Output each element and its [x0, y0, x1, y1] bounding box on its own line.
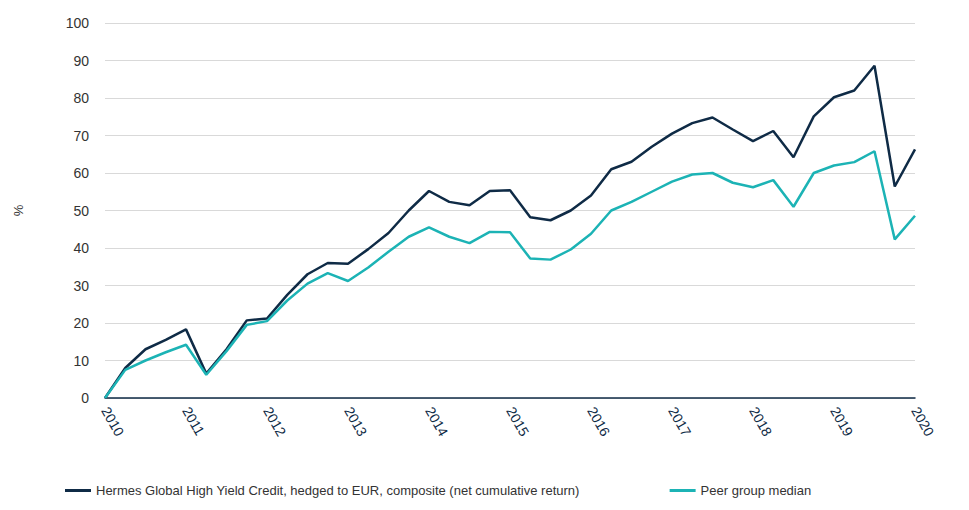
svg-text:2016: 2016	[584, 404, 614, 439]
svg-text:%: %	[11, 204, 26, 216]
svg-text:60: 60	[73, 165, 89, 181]
svg-text:40: 40	[73, 240, 89, 256]
svg-text:10: 10	[73, 353, 89, 369]
svg-text:0: 0	[81, 390, 89, 406]
svg-text:20: 20	[73, 315, 89, 331]
svg-text:2017: 2017	[665, 404, 695, 439]
svg-text:2014: 2014	[422, 404, 452, 439]
svg-text:2020: 2020	[908, 404, 938, 439]
svg-text:2019: 2019	[827, 404, 857, 439]
svg-text:2013: 2013	[341, 404, 371, 439]
svg-text:90: 90	[73, 53, 89, 69]
svg-text:2011: 2011	[179, 404, 208, 438]
svg-text:80: 80	[73, 90, 89, 106]
svg-text:70: 70	[73, 128, 89, 144]
svg-text:2010: 2010	[98, 404, 128, 439]
svg-text:100: 100	[66, 15, 90, 31]
svg-text:2018: 2018	[746, 404, 776, 439]
svg-text:50: 50	[73, 203, 89, 219]
svg-text:Hermes Global High Yield Credi: Hermes Global High Yield Credit, hedged …	[96, 483, 579, 498]
svg-text:30: 30	[73, 278, 89, 294]
svg-text:2015: 2015	[503, 404, 533, 439]
svg-text:Peer group median: Peer group median	[701, 483, 812, 498]
svg-text:2012: 2012	[260, 404, 290, 439]
